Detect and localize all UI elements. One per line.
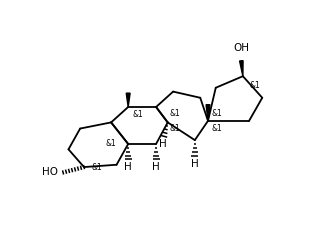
Text: H: H (152, 162, 160, 172)
Text: &1: &1 (92, 162, 103, 172)
Text: &1: &1 (106, 140, 117, 148)
Text: H: H (124, 162, 132, 172)
Text: H: H (159, 139, 167, 149)
Text: &1: &1 (212, 124, 223, 133)
Polygon shape (240, 61, 243, 76)
Polygon shape (126, 93, 130, 107)
Text: HO: HO (42, 168, 59, 177)
Text: &1: &1 (169, 124, 180, 133)
Text: &1: &1 (249, 81, 260, 90)
Text: &1: &1 (212, 109, 223, 118)
Polygon shape (206, 105, 210, 121)
Text: OH: OH (233, 43, 249, 53)
Text: &1: &1 (133, 110, 144, 119)
Text: &1: &1 (169, 109, 180, 118)
Text: H: H (191, 158, 199, 168)
